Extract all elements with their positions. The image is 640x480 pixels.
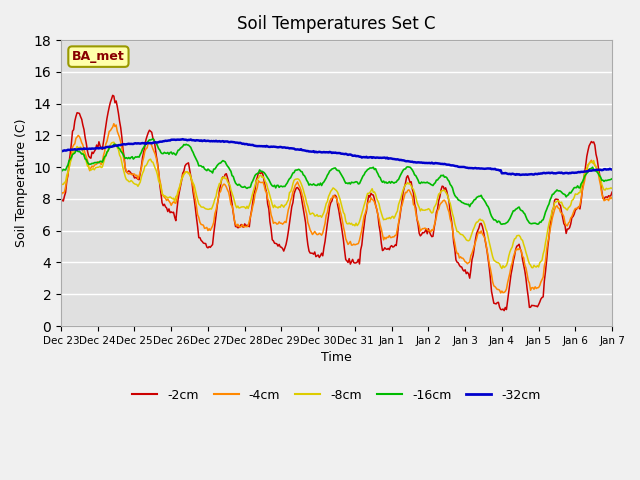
-8cm	[465, 238, 472, 244]
-4cm	[308, 232, 316, 238]
-8cm	[458, 232, 465, 238]
-8cm	[446, 201, 454, 206]
-16cm	[57, 168, 65, 174]
Legend: -2cm, -4cm, -8cm, -16cm, -32cm: -2cm, -4cm, -8cm, -16cm, -32cm	[127, 384, 546, 407]
-4cm	[465, 260, 472, 265]
-2cm	[109, 93, 116, 98]
Line: -4cm: -4cm	[61, 124, 612, 293]
-2cm	[608, 189, 616, 195]
-2cm	[337, 222, 345, 228]
-4cm	[446, 216, 454, 222]
-4cm	[57, 193, 65, 199]
X-axis label: Time: Time	[321, 351, 352, 364]
-16cm	[498, 221, 506, 227]
-2cm	[446, 210, 454, 216]
-2cm	[308, 251, 316, 256]
-4cm	[585, 160, 593, 166]
-2cm	[465, 271, 472, 276]
-8cm	[608, 186, 616, 192]
-32cm	[465, 165, 472, 171]
-4cm	[458, 255, 465, 261]
-32cm	[57, 148, 65, 154]
-32cm	[446, 162, 454, 168]
-16cm	[465, 202, 472, 207]
-8cm	[498, 265, 506, 271]
Line: -2cm: -2cm	[61, 96, 612, 311]
-2cm	[458, 264, 465, 270]
-32cm	[585, 168, 593, 173]
Title: Soil Temperatures Set C: Soil Temperatures Set C	[237, 15, 436, 33]
-16cm	[608, 176, 616, 181]
-32cm	[608, 167, 616, 172]
Line: -32cm: -32cm	[61, 139, 612, 175]
Y-axis label: Soil Temperature (C): Soil Temperature (C)	[15, 119, 28, 247]
-2cm	[500, 308, 508, 313]
-16cm	[149, 136, 157, 142]
-2cm	[585, 143, 593, 149]
Line: -16cm: -16cm	[61, 139, 612, 224]
Line: -8cm: -8cm	[61, 142, 612, 268]
-4cm	[110, 121, 118, 127]
-16cm	[585, 167, 593, 172]
Text: BA_met: BA_met	[72, 50, 125, 63]
-16cm	[446, 181, 454, 187]
-8cm	[57, 182, 65, 188]
-16cm	[337, 172, 345, 178]
-16cm	[458, 199, 465, 205]
-32cm	[337, 151, 345, 156]
-8cm	[337, 201, 345, 206]
-8cm	[585, 161, 593, 167]
-8cm	[308, 210, 316, 216]
-32cm	[179, 136, 186, 142]
-16cm	[308, 182, 316, 188]
-4cm	[497, 290, 504, 296]
-4cm	[608, 194, 616, 200]
-2cm	[57, 195, 65, 201]
-32cm	[308, 149, 316, 155]
-32cm	[458, 164, 465, 170]
-32cm	[516, 172, 524, 178]
-8cm	[110, 139, 118, 145]
-4cm	[337, 212, 345, 218]
